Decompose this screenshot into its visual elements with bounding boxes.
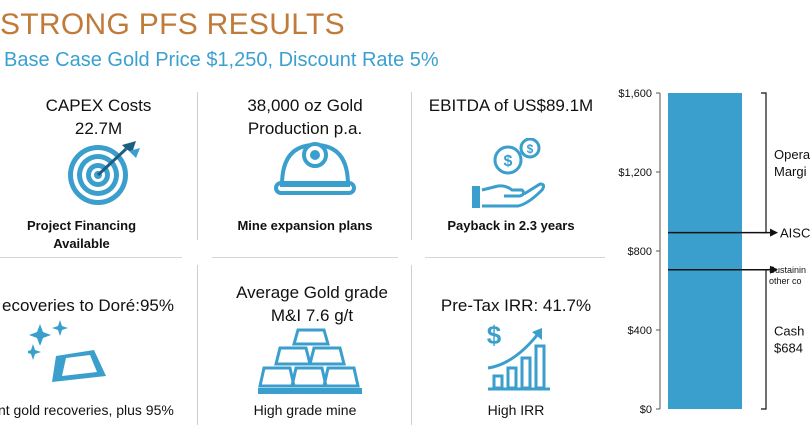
divider bbox=[197, 92, 198, 240]
bracket-label: Opera bbox=[774, 147, 810, 162]
svg-text:$: $ bbox=[504, 153, 513, 170]
target-icon bbox=[68, 141, 140, 205]
metric-label: Average Gold grade bbox=[236, 283, 388, 302]
metric-value: 22.7M bbox=[74, 119, 123, 138]
divider bbox=[411, 265, 412, 425]
gold-stack-icon bbox=[258, 328, 362, 394]
metric-note: Payback in 2.3 years bbox=[447, 218, 575, 233]
metric-recoveries-note: ent gold recoveries, plus 95% bbox=[0, 401, 198, 419]
svg-text:$: $ bbox=[527, 142, 534, 156]
metric-ebitda: EBITDA of US$89.1M bbox=[414, 94, 608, 117]
metric-note: ent gold recoveries, plus 95% bbox=[0, 402, 174, 418]
metric-irr-note: High IRR bbox=[424, 401, 608, 419]
metric-recoveries: ecoveries to Doré:95% bbox=[0, 294, 188, 317]
cost-chart: $0 $400 $800 $1,200 $1,600 AISC* Sustaininothe… bbox=[618, 88, 810, 416]
metric-note: Available bbox=[53, 236, 110, 251]
metric-label: ecoveries to Doré:95% bbox=[2, 296, 174, 315]
metric-value: Production p.a. bbox=[247, 119, 363, 138]
metric-production-note: Mine expansion plans bbox=[212, 217, 398, 235]
metric-value: M&I 7.6 g/t bbox=[270, 306, 354, 325]
page-subtitle: Base Case Gold Price $1,250, Discount Ra… bbox=[4, 49, 439, 71]
y-tick-label: $1,600 bbox=[618, 88, 652, 100]
metric-grade-note: High grade mine bbox=[212, 401, 398, 419]
arrow-head bbox=[770, 228, 778, 237]
growth-chart-icon: $ bbox=[487, 322, 550, 391]
divider bbox=[425, 257, 605, 258]
reference-label: Sustainin bbox=[769, 265, 806, 275]
money-hand-icon: $ $ bbox=[472, 138, 546, 208]
divider bbox=[0, 257, 182, 258]
metric-capex: CAPEX Costs 22.7M bbox=[0, 94, 197, 140]
svg-text:$: $ bbox=[487, 322, 502, 350]
page-title: STRONG PFS RESULTS bbox=[0, 8, 345, 41]
y-tick-label: $800 bbox=[628, 246, 652, 258]
bar bbox=[668, 93, 742, 409]
metric-note: High IRR bbox=[487, 402, 545, 418]
metric-ebitda-note: Payback in 2.3 years bbox=[414, 217, 608, 235]
metric-production: 38,000 oz Gold Production p.a. bbox=[212, 94, 398, 140]
reference-label: other co bbox=[769, 276, 802, 286]
metric-irr: Pre-Tax IRR: 41.7% bbox=[424, 294, 608, 317]
metric-capex-note: Project Financing Available bbox=[0, 217, 163, 253]
metric-label: CAPEX Costs bbox=[45, 96, 152, 115]
metric-label: 38,000 oz Gold bbox=[247, 96, 363, 115]
miner-helmet-icon bbox=[274, 142, 356, 195]
metric-note: High grade mine bbox=[253, 402, 357, 418]
divider bbox=[411, 92, 412, 240]
divider bbox=[197, 265, 198, 425]
y-tick-label: $400 bbox=[628, 325, 652, 337]
bracket-label: Margi bbox=[774, 164, 807, 179]
gold-bar-sparkle-icon bbox=[28, 320, 106, 382]
bracket bbox=[761, 92, 767, 234]
arrow-head bbox=[770, 265, 778, 274]
y-tick-label: $1,200 bbox=[618, 167, 652, 179]
metric-note: Project Financing bbox=[26, 218, 137, 233]
bracket-label: Cash bbox=[774, 323, 804, 338]
metric-label: Pre-Tax IRR: 41.7% bbox=[440, 296, 592, 315]
divider bbox=[212, 257, 398, 258]
metric-grade: Average Gold grade M&I 7.6 g/t bbox=[212, 281, 412, 327]
reference-label: AISC* bbox=[780, 226, 810, 241]
metric-note: Mine expansion plans bbox=[237, 218, 373, 233]
metric-label: EBITDA of US$89.1M bbox=[428, 96, 594, 115]
bracket-label: $684 bbox=[774, 340, 803, 355]
y-tick-label: $0 bbox=[640, 404, 652, 416]
bracket bbox=[761, 269, 767, 410]
